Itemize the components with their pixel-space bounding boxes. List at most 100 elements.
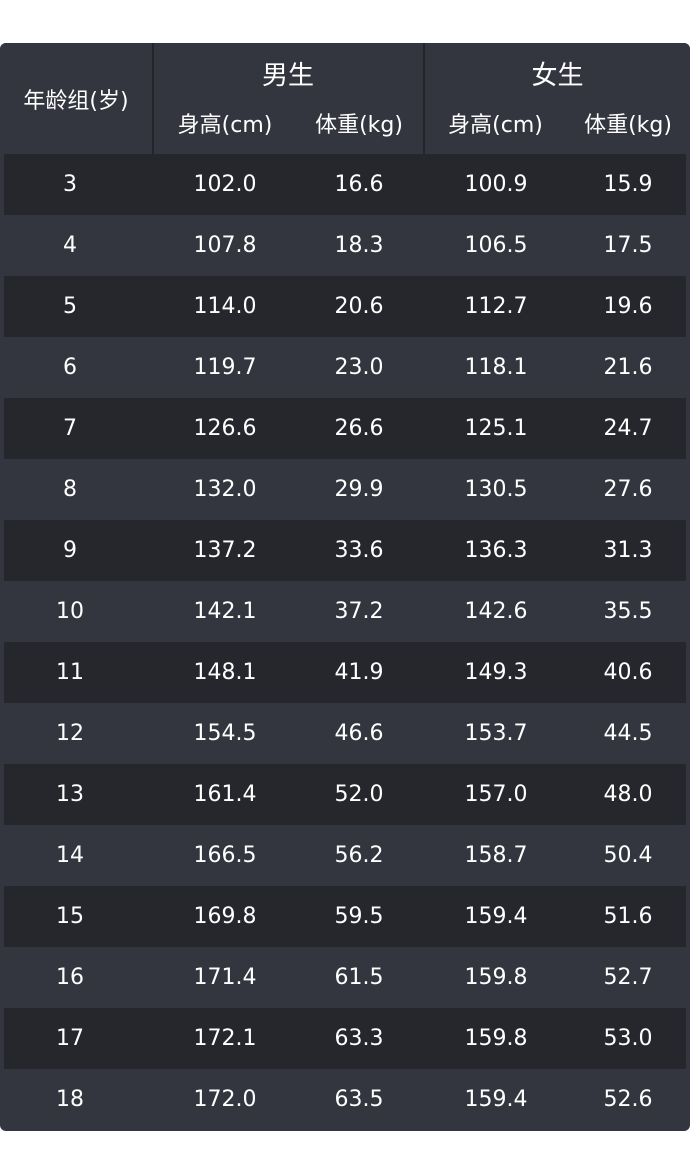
girls-group-header: 女生 [531,60,584,91]
girls-height-header: 身高(cm) [448,113,543,138]
table-row: 13 161.4 52.0 157.0 48.0 [4,764,686,825]
boy-weight-cell: 41.9 [334,660,384,685]
girl-weight-cell: 17.5 [603,233,653,258]
girl-weight-cell: 52.7 [603,965,653,990]
boy-weight-cell: 46.6 [334,721,384,746]
girl-height-cell: 136.3 [464,538,528,563]
boy-height-cell: 142.1 [193,599,257,624]
age-cell: 17 [56,1026,84,1051]
age-cell: 10 [56,599,84,624]
boy-weight-cell: 52.0 [334,782,384,807]
boy-height-cell: 166.5 [193,843,257,868]
boy-weight-cell: 33.6 [334,538,384,563]
girl-height-cell: 159.8 [464,1026,528,1051]
age-cell: 16 [56,965,84,990]
age-cell: 7 [63,416,77,441]
girl-height-cell: 142.6 [464,599,528,624]
boy-weight-cell: 20.6 [334,294,384,319]
age-cell: 9 [63,538,77,563]
girl-weight-cell: 48.0 [603,782,653,807]
table-header: 年龄组(岁) 男生 身高(cm) 体重(kg) 女生 身高(cm) 体重(kg) [0,43,690,154]
girl-weight-cell: 50.4 [603,843,653,868]
girl-height-cell: 100.9 [464,172,528,197]
age-cell: 6 [63,355,77,380]
boy-weight-cell: 23.0 [334,355,384,380]
table-row: 12 154.5 46.6 153.7 44.5 [4,703,686,764]
boy-height-cell: 126.6 [193,416,257,441]
boys-weight-header: 体重(kg) [315,113,403,138]
girl-weight-cell: 51.6 [603,904,653,929]
table-row: 16 171.4 61.5 159.8 52.7 [4,947,686,1008]
girl-weight-cell: 35.5 [603,599,653,624]
boy-height-cell: 132.0 [193,477,257,502]
table-row: 18 172.0 63.5 159.4 52.6 [4,1069,686,1130]
boy-height-cell: 172.0 [193,1087,257,1112]
girl-weight-cell: 53.0 [603,1026,653,1051]
boy-height-cell: 102.0 [193,172,257,197]
girl-weight-cell: 40.6 [603,660,653,685]
table-row: 4 107.8 18.3 106.5 17.5 [4,215,686,276]
girl-height-cell: 158.7 [464,843,528,868]
age-cell: 5 [63,294,77,319]
table-row: 15 169.8 59.5 159.4 51.6 [4,886,686,947]
girl-height-cell: 159.8 [464,965,528,990]
boy-weight-cell: 63.5 [334,1087,384,1112]
age-cell: 11 [56,660,84,685]
table-row: 5 114.0 20.6 112.7 19.6 [4,276,686,337]
age-group-header: 年龄组(岁) [23,88,129,114]
header-divider [423,43,425,154]
table-row: 11 148.1 41.9 149.3 40.6 [4,642,686,703]
boy-height-cell: 137.2 [193,538,257,563]
girl-height-cell: 153.7 [464,721,528,746]
girl-weight-cell: 44.5 [603,721,653,746]
girl-weight-cell: 31.3 [603,538,653,563]
boy-weight-cell: 18.3 [334,233,384,258]
girl-height-cell: 157.0 [464,782,528,807]
girl-height-cell: 125.1 [464,416,528,441]
boy-height-cell: 169.8 [193,904,257,929]
boys-group-header: 男生 [261,60,314,91]
boys-height-header: 身高(cm) [177,113,273,138]
boy-weight-cell: 63.3 [334,1026,384,1051]
age-cell: 14 [56,843,84,868]
boy-weight-cell: 29.9 [334,477,384,502]
table-row: 3 102.0 16.6 100.9 15.9 [4,154,686,215]
girls-weight-header: 体重(kg) [584,113,672,138]
table-row: 7 126.6 26.6 125.1 24.7 [4,398,686,459]
girl-height-cell: 130.5 [464,477,528,502]
boy-weight-cell: 61.5 [334,965,384,990]
table-row: 9 137.2 33.6 136.3 31.3 [4,520,686,581]
age-cell: 13 [56,782,84,807]
boy-height-cell: 119.7 [193,355,257,380]
table-row: 10 142.1 37.2 142.6 35.5 [4,581,686,642]
girl-height-cell: 159.4 [464,1087,528,1112]
age-cell: 18 [56,1087,84,1112]
header-divider [152,43,154,154]
girl-weight-cell: 27.6 [603,477,653,502]
age-cell: 4 [63,233,77,258]
boy-height-cell: 172.1 [193,1026,257,1051]
age-cell: 3 [63,172,77,197]
girl-weight-cell: 19.6 [603,294,653,319]
table-row: 17 172.1 63.3 159.8 53.0 [4,1008,686,1069]
table-row: 14 166.5 56.2 158.7 50.4 [4,825,686,886]
boy-height-cell: 161.4 [193,782,257,807]
boy-weight-cell: 16.6 [334,172,384,197]
boy-height-cell: 114.0 [193,294,257,319]
age-cell: 8 [63,477,77,502]
boy-height-cell: 148.1 [193,660,257,685]
table-row: 6 119.7 23.0 118.1 21.6 [4,337,686,398]
height-weight-table: 年龄组(岁) 男生 身高(cm) 体重(kg) 女生 身高(cm) 体重(kg)… [0,43,690,1131]
boy-weight-cell: 59.5 [334,904,384,929]
boy-height-cell: 154.5 [193,721,257,746]
boy-weight-cell: 26.6 [334,416,384,441]
girl-weight-cell: 24.7 [603,416,653,441]
age-cell: 15 [56,904,84,929]
girl-height-cell: 112.7 [464,294,528,319]
girl-weight-cell: 15.9 [603,172,653,197]
boy-weight-cell: 56.2 [334,843,384,868]
table-body: 3 102.0 16.6 100.9 15.9 4 107.8 18.3 106… [4,154,686,1130]
girl-height-cell: 118.1 [464,355,528,380]
girl-weight-cell: 21.6 [603,355,653,380]
girl-height-cell: 106.5 [464,233,528,258]
